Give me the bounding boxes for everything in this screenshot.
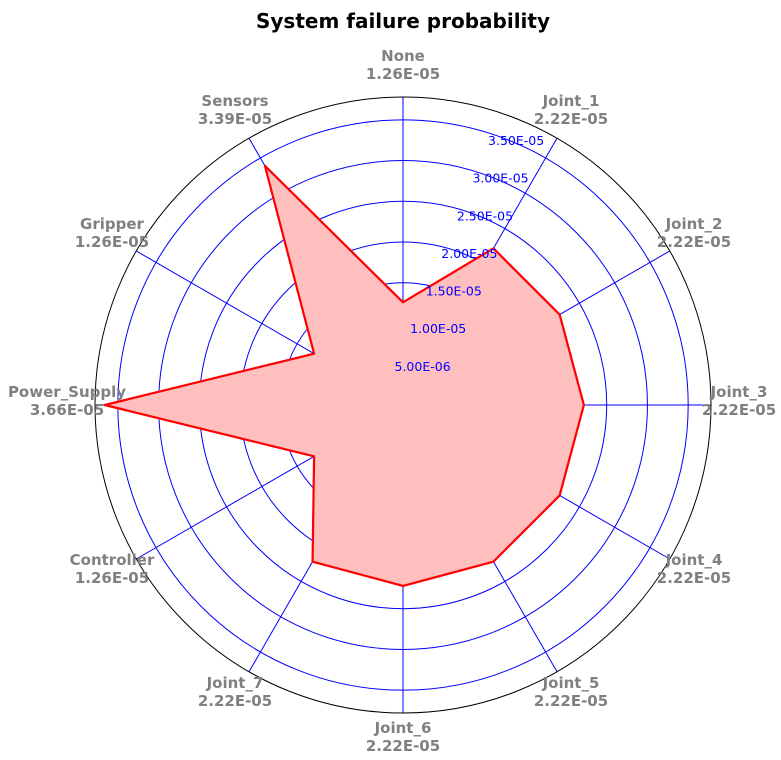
category-value-none: 1.26E-05 xyxy=(366,65,440,83)
category-value-joint-7: 2.22E-05 xyxy=(198,692,272,710)
series-area xyxy=(104,165,584,586)
category-label-controller: Controller xyxy=(70,551,155,569)
category-label-power-supply: Power_Supply xyxy=(8,383,126,401)
category-value-joint-1: 2.22E-05 xyxy=(534,110,608,128)
category-value-joint-5: 2.22E-05 xyxy=(534,692,608,710)
category-value-sensors: 3.39E-05 xyxy=(198,110,272,128)
outer-ring xyxy=(94,96,712,714)
category-label-joint-5: Joint_5 xyxy=(542,674,600,692)
r-tick-label-3: 1.50E-05 xyxy=(426,284,482,299)
category-label-joint-2: Joint_2 xyxy=(665,215,723,233)
category-label-joint-1: Joint_1 xyxy=(542,92,600,110)
r-tick-label-7: 3.50E-05 xyxy=(488,133,544,148)
r-tick-label-4: 2.00E-05 xyxy=(441,246,497,261)
category-value-joint-2: 2.22E-05 xyxy=(657,233,731,251)
category-value-joint-4: 2.22E-05 xyxy=(657,569,731,587)
category-label-joint-7: Joint_7 xyxy=(206,674,264,692)
r-tick-label-2: 1.00E-05 xyxy=(410,321,466,336)
r-tick-label-1: 5.00E-06 xyxy=(395,359,451,374)
category-label-sensors: Sensors xyxy=(201,92,268,110)
category-value-controller: 1.26E-05 xyxy=(75,569,149,587)
category-label-joint-6: Joint_6 xyxy=(374,719,432,737)
category-label-joint-3: Joint_3 xyxy=(710,383,768,401)
chart-title: System failure probability xyxy=(256,9,550,33)
category-value-gripper: 1.26E-05 xyxy=(75,233,149,251)
chart-plot-area: 5.00E-06 1.00E-05 1.50E-05 2.00E-05 2.50E-05… xyxy=(8,47,776,755)
category-label-joint-4: Joint_4 xyxy=(665,551,723,569)
category-value-power-supply: 3.66E-05 xyxy=(30,401,104,419)
category-value-joint-3: 2.22E-05 xyxy=(702,401,776,419)
category-label-gripper: Gripper xyxy=(80,215,144,233)
category-label-none: None xyxy=(381,47,425,65)
r-tick-label-6: 3.00E-05 xyxy=(472,171,528,186)
category-value-joint-6: 2.22E-05 xyxy=(366,737,440,755)
r-tick-label-5: 2.50E-05 xyxy=(457,208,513,223)
